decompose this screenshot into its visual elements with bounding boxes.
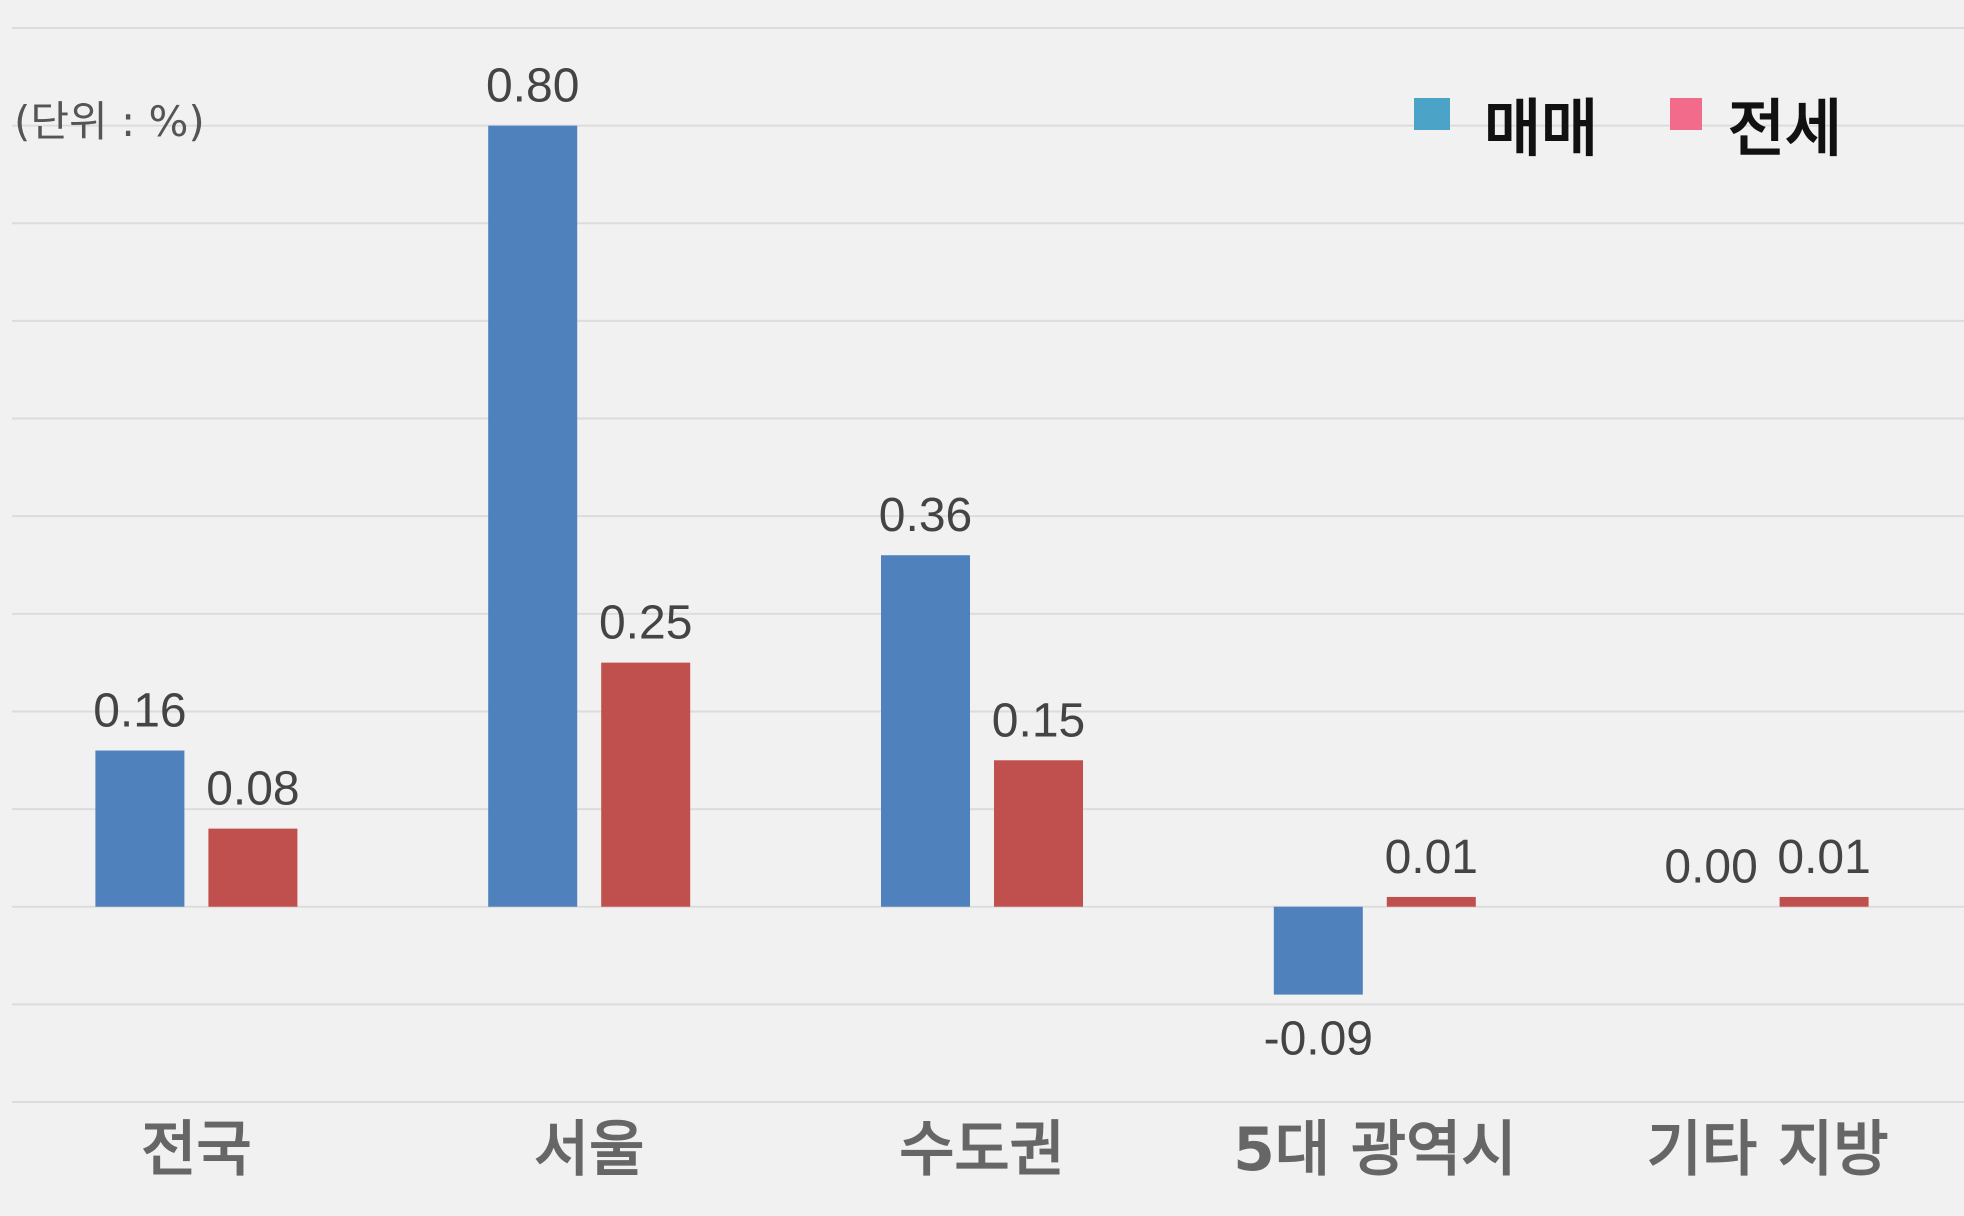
data-label: 0.16: [93, 685, 186, 738]
gridlines: [12, 27, 1964, 1103]
data-label: 0.01: [1777, 831, 1870, 884]
category-label: 기타 지방: [1647, 1115, 1889, 1185]
data-label: 0.15: [992, 694, 1085, 747]
data-label: 0.36: [879, 489, 972, 542]
value-labels: 0.16 0.08 0.80 0.25 0.36 0.15 -0.09 0.01 0.00 0.0…: [93, 60, 1871, 1066]
bar-sale: [95, 750, 185, 907]
category-label: 서울: [534, 1115, 644, 1185]
bar-sale: [488, 125, 578, 907]
legend-swatch-jeonse: [1670, 98, 1702, 130]
legend: 매매 전세: [1414, 92, 1842, 165]
bar-jeonse: [1386, 896, 1476, 907]
data-label: 0.00: [1664, 841, 1757, 894]
data-label: 0.08: [206, 763, 299, 816]
bar-jeonse: [1779, 896, 1869, 907]
bar-sale: [881, 555, 970, 907]
data-label: -0.09: [1264, 1013, 1373, 1066]
data-label: 0.80: [486, 60, 579, 113]
legend-label-jeonse: 전세: [1728, 92, 1842, 165]
category-label: 전국: [141, 1115, 251, 1185]
bar-jeonse: [208, 828, 298, 907]
legend-label-sale: 매매: [1484, 92, 1598, 165]
category-label: 5대 광역시: [1233, 1115, 1516, 1185]
bars: [95, 125, 1869, 995]
bar-jeonse: [601, 662, 691, 907]
bar-sale: [1273, 906, 1363, 995]
data-label: 0.25: [599, 597, 692, 650]
category-labels: 전국 서울 수도권 5대 광역시 기타 지방: [141, 1115, 1888, 1185]
category-label: 수도권: [899, 1115, 1065, 1185]
unit-label: (단위 : %): [14, 97, 205, 146]
bar-jeonse: [994, 760, 1083, 907]
legend-swatch-sale: [1414, 98, 1450, 130]
data-label: 0.01: [1385, 831, 1478, 884]
